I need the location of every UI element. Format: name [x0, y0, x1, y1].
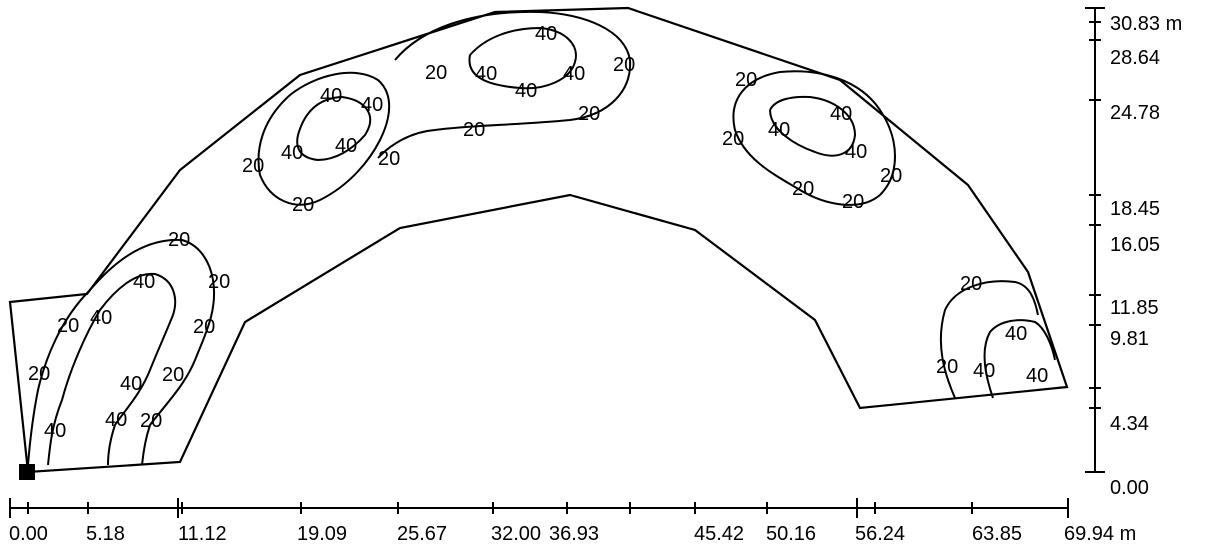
contour-label: 20	[960, 273, 982, 295]
contour-label: 20	[425, 62, 447, 84]
y-axis	[1085, 7, 1105, 473]
contour-label: 40	[1026, 365, 1048, 387]
contour-label: 20	[613, 54, 635, 76]
contour-20-upper-left	[257, 71, 391, 206]
contour-label: 20	[208, 271, 230, 293]
y-tick-label: 0.00	[1110, 477, 1149, 499]
contour-label: 20	[378, 148, 400, 170]
x-tick-label: 63.85	[972, 523, 1022, 544]
contour-label: 40	[90, 307, 112, 329]
y-tick-label: 9.81	[1110, 328, 1149, 350]
x-tick-label: 11.12	[178, 523, 227, 544]
x-tick-label: 19.09	[297, 523, 347, 544]
x-tick-label: 36.93	[549, 523, 599, 544]
contour-label: 40	[44, 420, 66, 442]
contour-label: 40	[105, 409, 127, 431]
contour-label: 40	[361, 94, 383, 116]
contour-label: 20	[57, 315, 79, 337]
contour-label: 20	[722, 128, 744, 150]
contour-label: 40	[475, 63, 497, 85]
y-tick-label: 16.05	[1110, 234, 1160, 256]
x-tick-label: 50.16	[766, 523, 816, 544]
y-tick-label: 24.78	[1110, 102, 1160, 124]
contour-label: 20	[292, 194, 314, 216]
y-tick-label: 30.83 m	[1110, 13, 1182, 35]
y-axis-labels: 30.83 m 28.64 24.78 18.45 16.05 11.85 9.…	[1110, 13, 1182, 499]
contour-label: 40	[133, 271, 155, 293]
contour-label: 40	[845, 141, 867, 163]
contour-label: 20	[578, 103, 600, 125]
contour-label: 40	[335, 135, 357, 157]
contour-label: 20	[193, 316, 215, 338]
x-tick-label: 5.18	[86, 523, 125, 544]
contour-label: 40	[281, 142, 303, 164]
contour-label: 40	[563, 63, 585, 85]
contour-label: 40	[320, 85, 342, 107]
x-tick-label: 56.24	[855, 523, 905, 544]
contour-40-left-inner	[47, 272, 177, 466]
contour-label: 20	[242, 155, 264, 177]
x-axis	[9, 498, 1069, 518]
y-tick-label: 11.85	[1110, 297, 1159, 319]
contour-40-top-center-inner	[468, 26, 577, 90]
contour-labels: 20 40 20 40 20 20 20 40 20 40 20 40 40 4…	[28, 23, 1048, 442]
contour-40-right-leg-inner	[983, 319, 1056, 399]
contour-40-upper-left-inner	[296, 95, 371, 162]
x-tick-label: 0.00	[9, 523, 48, 544]
y-tick-label: 18.45	[1110, 198, 1160, 220]
contour-label: 40	[830, 103, 852, 125]
y-tick-label: 28.64	[1110, 47, 1160, 69]
x-tick-label: 25.67	[397, 523, 447, 544]
contour-label: 40	[515, 80, 537, 102]
x-tick-label: 45.42	[694, 523, 744, 544]
contour-label: 20	[880, 165, 902, 187]
contour-20-top-center	[377, 10, 632, 159]
x-axis-labels: 0.00 5.18 11.12 19.09 25.67 32.00 36.93 …	[9, 523, 1136, 544]
contour-label: 40	[535, 23, 557, 45]
contour-label: 20	[162, 364, 184, 386]
y-tick-label: 4.34	[1110, 413, 1149, 435]
contour-20-right-leg	[939, 280, 1039, 399]
contour-label: 40	[768, 119, 790, 141]
x-tick-label: 32.00	[491, 523, 541, 544]
contour-label: 20	[140, 410, 162, 432]
contour-label: 20	[168, 229, 190, 251]
origin-marker	[19, 464, 35, 480]
contour-label: 20	[28, 363, 50, 385]
contour-label: 20	[792, 178, 814, 200]
contour-label: 40	[120, 373, 142, 395]
contour-label: 20	[463, 119, 485, 141]
contour-lines	[27, 10, 1056, 466]
contour-40-upper-right-inner	[769, 95, 857, 157]
contour-20-left-outer	[27, 238, 216, 466]
contour-label: 40	[973, 360, 995, 382]
contour-label: 20	[735, 69, 757, 91]
contour-label: 20	[936, 356, 958, 378]
area-outline	[8, 6, 1069, 474]
x-tick-label: 69.94 m	[1064, 523, 1136, 544]
contour-20-upper-right	[732, 70, 896, 206]
contour-label: 40	[1005, 323, 1027, 345]
contour-label: 20	[842, 191, 864, 213]
